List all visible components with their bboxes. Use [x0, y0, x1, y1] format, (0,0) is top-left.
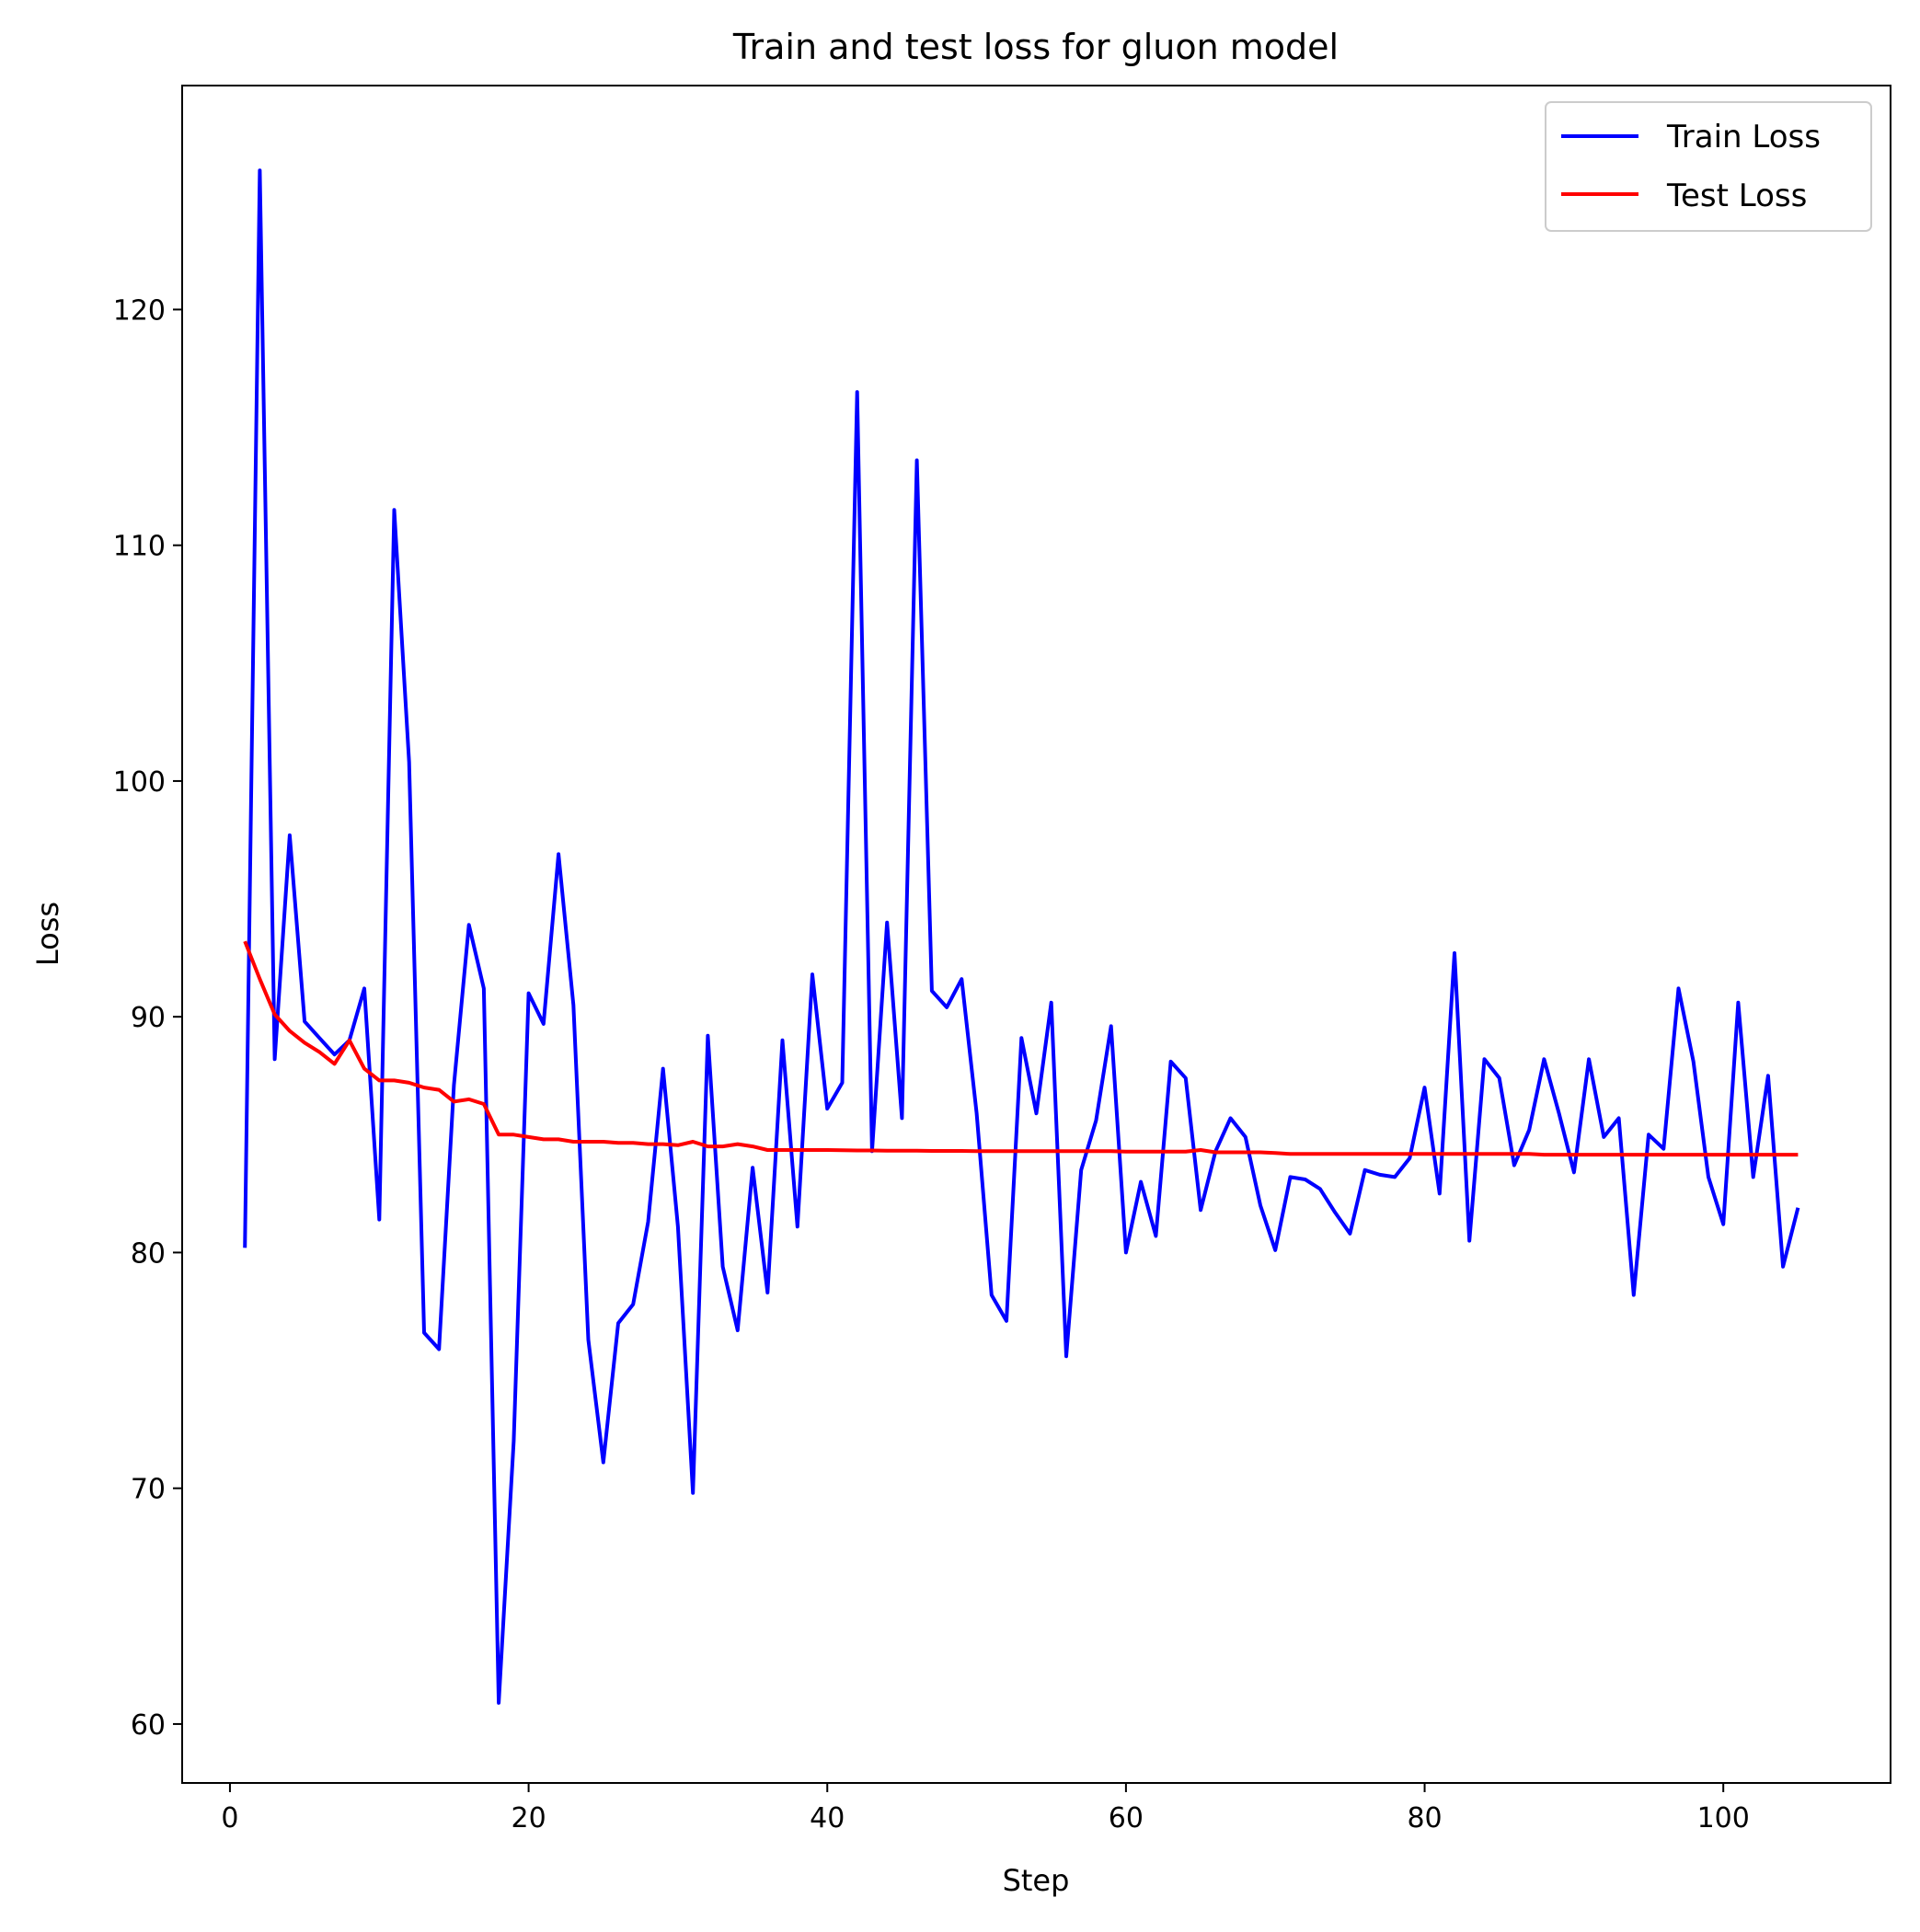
x-axis: 0 20 40 60 80 100: [221, 1783, 1750, 1834]
x-tick-label: 40: [810, 1802, 845, 1834]
x-tick-label: 0: [221, 1802, 238, 1834]
legend: Train Loss Test Loss: [1545, 101, 1872, 232]
x-tick-label: 100: [1697, 1802, 1750, 1834]
y-tick-label: 100: [113, 766, 166, 799]
y-axis-label: Loss: [30, 902, 65, 966]
y-tick-label: 120: [113, 294, 166, 327]
x-tick-label: 80: [1407, 1802, 1442, 1834]
y-tick-label: 110: [113, 531, 166, 563]
series-line-test-loss: [243, 940, 1799, 1157]
series-line-train-loss: [243, 168, 1800, 1705]
legend-label-train-loss: Train Loss: [1666, 119, 1821, 155]
plot-lines: [243, 168, 1800, 1705]
legend-label-test-loss: Test Loss: [1666, 178, 1807, 214]
y-tick-label: 70: [131, 1474, 166, 1506]
x-tick-label: 20: [512, 1802, 546, 1834]
y-tick-label: 80: [131, 1237, 166, 1270]
chart-title: Train and test loss for gluon model: [732, 27, 1339, 67]
y-axis: 60 70 80 90 100 110 120: [113, 294, 182, 1742]
x-tick-label: 60: [1109, 1802, 1144, 1834]
plot-area-frame: [181, 85, 1891, 1784]
x-axis-label: Step: [1003, 1863, 1070, 1898]
y-tick-label: 60: [131, 1709, 166, 1742]
y-tick-label: 90: [131, 1002, 166, 1034]
